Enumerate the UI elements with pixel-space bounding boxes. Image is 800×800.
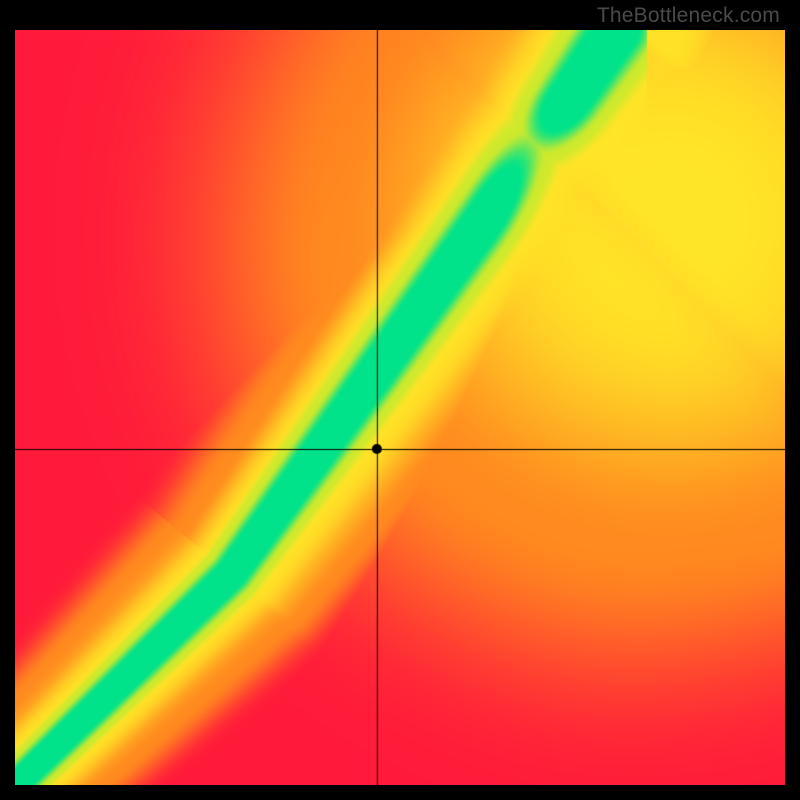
heatmap-canvas [15,30,785,785]
root-container: TheBottleneck.com [0,0,800,800]
heatmap-plot [15,30,785,785]
watermark-text: TheBottleneck.com [597,4,780,28]
